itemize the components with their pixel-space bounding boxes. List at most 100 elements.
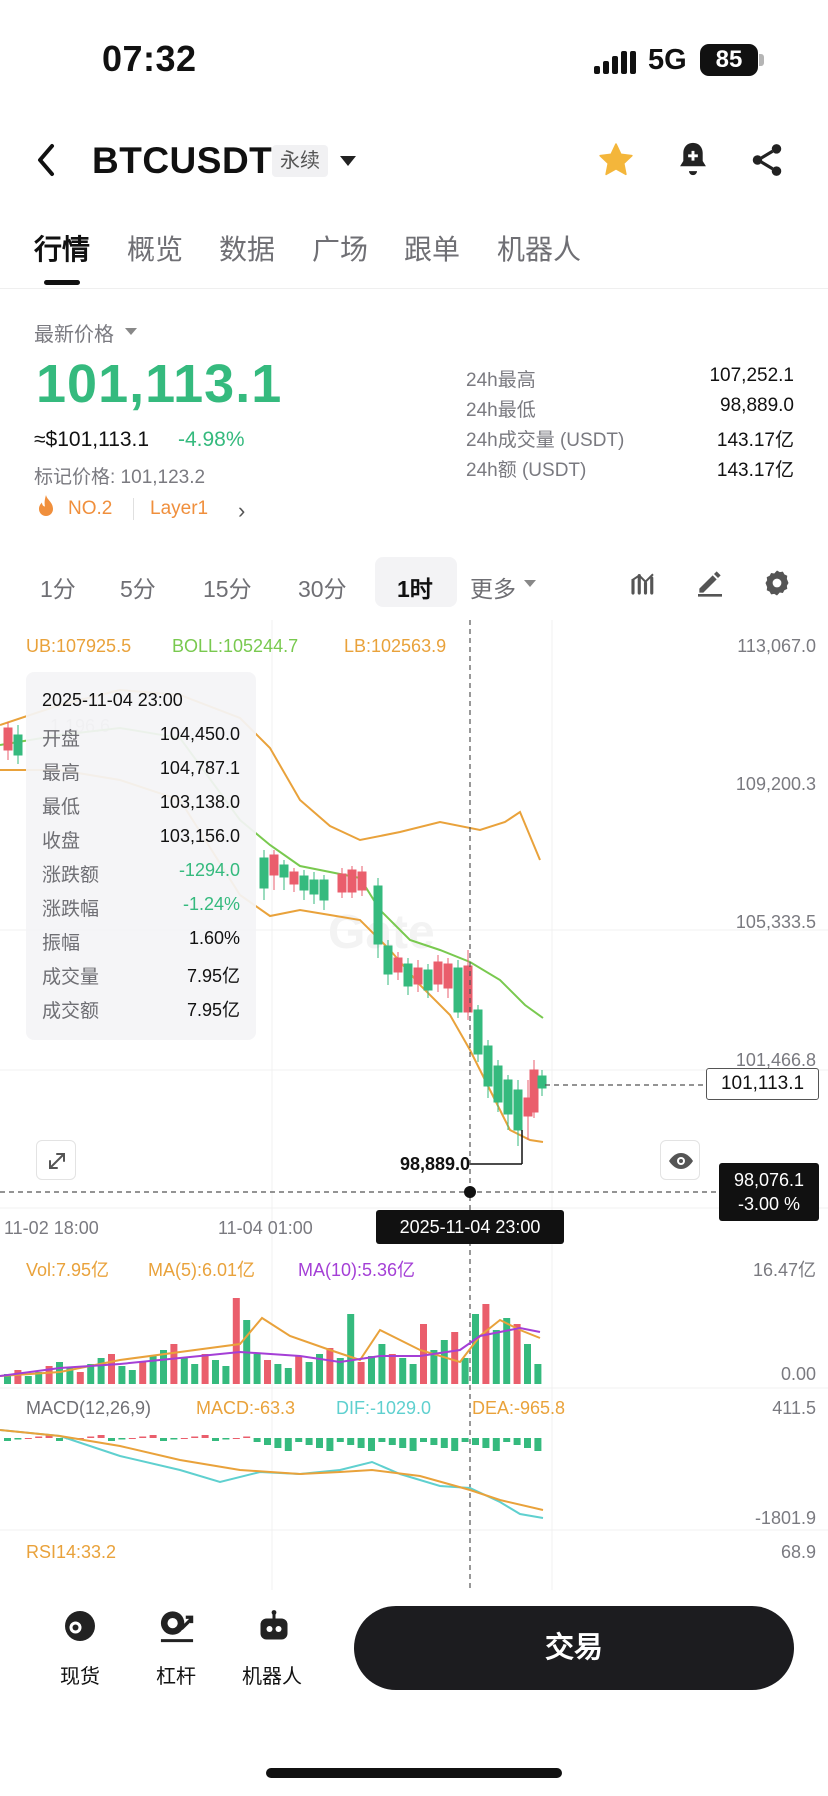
macd-bar <box>409 1438 417 1451</box>
macd-bar <box>326 1438 334 1451</box>
candle <box>279 860 289 890</box>
tab-copy-trading[interactable]: 跟单 <box>404 234 461 265</box>
candle <box>13 725 23 764</box>
chevron-down-icon[interactable] <box>340 156 356 166</box>
indicator-icon[interactable] <box>628 568 658 598</box>
volume-bar <box>440 1340 448 1384</box>
candle <box>503 1075 513 1130</box>
candle <box>309 872 319 904</box>
macd-bar <box>139 1436 147 1438</box>
timeframe-5m[interactable]: 5分 <box>120 576 156 602</box>
expand-icon[interactable] <box>36 1140 76 1180</box>
candle <box>403 958 413 995</box>
eye-icon[interactable] <box>660 1140 700 1180</box>
macd-bar <box>128 1438 136 1439</box>
timeframe-more[interactable]: 更多 <box>470 576 516 602</box>
macd-bar <box>149 1435 157 1438</box>
volume-bar <box>4 1374 11 1384</box>
tab-bots[interactable]: 机器人 <box>497 234 582 265</box>
tab-overview[interactable]: 概览 <box>127 234 184 265</box>
candlestick-chart[interactable]: Gate 1,196.6 <box>0 620 828 1590</box>
stat-value-low: 98,889.0 <box>720 395 794 416</box>
tooltip-value: -1.24% <box>182 894 240 914</box>
volume-bar <box>76 1372 84 1384</box>
tooltip-value: 104,450.0 <box>159 724 240 744</box>
candle <box>373 878 383 958</box>
y-tick: 105,333.5 <box>735 912 816 932</box>
tab-data[interactable]: 数据 <box>219 234 276 265</box>
low-price-label: 98,889.0 <box>400 1154 471 1174</box>
symbol-title[interactable]: BTCUSDT <box>92 140 273 181</box>
volume-bar <box>420 1324 427 1384</box>
robot-icon[interactable] <box>256 1608 292 1644</box>
volume-bar <box>97 1358 105 1384</box>
vol-ma10-label: MA(10):5.36亿 <box>298 1260 416 1280</box>
caret-down-icon[interactable] <box>524 580 536 587</box>
macd-bar <box>243 1436 251 1438</box>
caret-down-icon[interactable] <box>125 328 137 335</box>
macd-bar <box>388 1438 396 1445</box>
timeframe-selected-bg <box>375 557 457 607</box>
volume-bar <box>274 1364 282 1384</box>
candle <box>289 868 299 892</box>
timeframe-15m[interactable]: 15分 <box>203 576 252 602</box>
contract-type-badge: 永续 <box>272 145 328 177</box>
bell-plus-icon[interactable] <box>673 138 713 180</box>
boll-mid-label: BOLL:105244.7 <box>172 636 299 656</box>
volume-bar <box>232 1298 240 1384</box>
timeframe-1h[interactable]: 1时 <box>397 576 433 602</box>
tab-market[interactable]: 行情 <box>34 234 91 265</box>
change-percent: -4.98% <box>178 428 245 451</box>
tooltip-date: 2025-11-04 23:00 <box>42 690 183 710</box>
timeframe-30m[interactable]: 30分 <box>298 576 347 602</box>
fire-icon <box>39 495 53 516</box>
last-price-label[interactable]: 最新价格 <box>34 324 114 346</box>
margin-icon[interactable] <box>158 1608 196 1644</box>
macd-bar <box>461 1438 469 1442</box>
tooltip-value: -1294.0 <box>178 860 240 880</box>
gear-icon[interactable] <box>762 568 792 598</box>
rank-tag[interactable]: NO.2 <box>68 498 113 519</box>
bottom-robot-label[interactable]: 机器人 <box>242 1666 302 1688</box>
macd-bar <box>160 1438 167 1441</box>
volume-bar <box>492 1330 500 1384</box>
volume-bar <box>378 1344 386 1384</box>
volume-bar <box>305 1362 313 1384</box>
tab-square[interactable]: 广场 <box>312 234 369 265</box>
macd-bar <box>399 1438 407 1448</box>
volume-bar <box>368 1356 375 1384</box>
tooltip-label: 涨跌额 <box>42 865 100 886</box>
share-icon[interactable] <box>748 140 786 180</box>
star-icon[interactable] <box>596 140 636 180</box>
bottom-spot-label[interactable]: 现货 <box>60 1666 100 1688</box>
volume-bar <box>35 1372 43 1384</box>
stat-label-low: 24h最低 <box>466 400 536 421</box>
timeframe-1m[interactable]: 1分 <box>40 576 76 602</box>
volume-bar <box>24 1376 32 1384</box>
volume-label: Vol:7.95亿 <box>26 1260 110 1280</box>
pencil-icon[interactable] <box>694 566 726 598</box>
rsi-y-max: 68.9 <box>780 1542 816 1562</box>
sector-tag[interactable]: Layer1 <box>150 498 209 519</box>
back-icon[interactable] <box>30 140 64 180</box>
vol-ma5-label: MA(5):6.01亿 <box>148 1260 256 1280</box>
stat-label-turnover: 24h额 (USDT) <box>466 460 587 481</box>
tooltip-label: 成交额 <box>42 1001 100 1022</box>
spot-icon[interactable] <box>62 1608 98 1644</box>
volume-bar <box>451 1332 459 1384</box>
macd-bar <box>534 1438 542 1451</box>
macd-bar <box>524 1438 531 1448</box>
volume-bar <box>160 1350 167 1384</box>
chevron-right-icon[interactable]: › <box>238 498 246 523</box>
rsi-label: RSI14:33.2 <box>26 1542 117 1562</box>
crosshair-price: 98,076.1 <box>733 1170 805 1190</box>
macd-bar <box>4 1438 11 1441</box>
volume-bar <box>45 1366 53 1384</box>
candle <box>413 960 423 992</box>
macd-bar <box>440 1438 448 1448</box>
macd-bar <box>316 1438 323 1448</box>
macd-bar <box>482 1438 490 1448</box>
trade-button[interactable]: 交易 <box>354 1606 794 1690</box>
bottom-margin-label[interactable]: 杠杆 <box>156 1666 196 1688</box>
volume-bar <box>513 1324 521 1384</box>
